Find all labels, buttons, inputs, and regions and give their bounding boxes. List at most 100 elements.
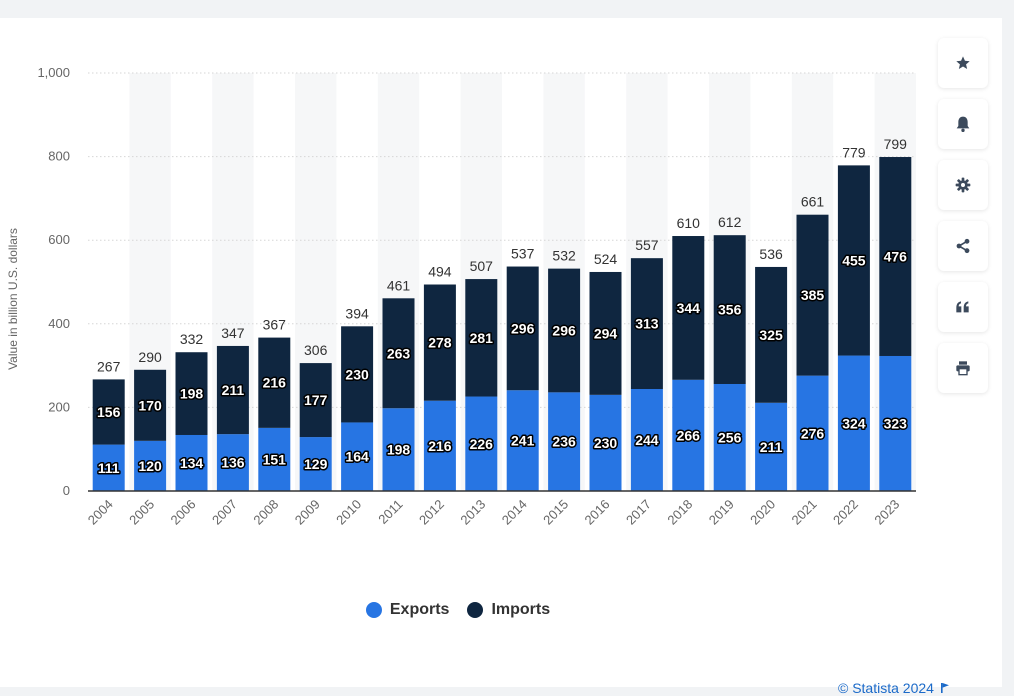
chart-card: 0 200 400 600 800 1,000 111 156 267 2004 120 170 290… [0,18,1002,696]
data-label-total: 367 [263,317,287,333]
y-tick-label: 200 [48,399,70,414]
data-label-total: 799 [884,136,908,152]
bar-exports [630,389,663,491]
bar-imports [134,369,167,441]
bar-imports [630,258,663,390]
print-button[interactable] [938,343,988,393]
data-label-exports: 324 [842,415,866,431]
data-label-exports: 111 [98,460,120,476]
data-label-imports: 216 [263,375,287,391]
bar-exports [837,355,870,491]
data-label-total: 537 [511,246,535,262]
bar-exports [216,434,249,491]
x-tick-label: 2004 [85,497,116,528]
data-label-imports: 296 [552,322,576,338]
data-label-exports: 136 [221,455,245,471]
data-label-total: 524 [594,251,618,267]
bar-imports [755,266,788,403]
quote-icon [956,301,969,313]
data-label-imports: 170 [138,397,162,413]
data-label-exports: 164 [345,449,369,465]
bar-exports [506,390,539,491]
stacked-bar-chart: 0 200 400 600 800 1,000 111 156 267 2004 120 170 290… [37,65,916,528]
bar-imports [92,379,125,445]
data-label-imports: 356 [718,302,742,318]
data-label-imports: 278 [428,335,452,351]
y-tick-label: 800 [48,149,70,164]
bar-exports [589,394,622,491]
data-label-imports: 177 [304,392,328,408]
bar-imports [258,337,291,428]
data-label-imports: 263 [387,345,411,361]
data-label-exports: 134 [180,455,204,471]
data-label-total: 661 [801,194,825,210]
data-label-total: 461 [387,277,411,293]
statista-credit-link[interactable]: © Statista 2024 [838,680,950,696]
print-icon [956,361,970,376]
bar-exports [879,355,912,491]
bar-imports [879,157,912,356]
data-label-exports: 323 [884,415,908,431]
share-icon [956,238,970,254]
data-label-total: 267 [97,358,121,374]
bar-imports [175,352,208,435]
x-tick-label: 2011 [375,497,405,527]
data-label-exports: 216 [428,438,452,454]
data-label-imports: 313 [635,316,659,332]
legend: Exports Imports [0,601,916,619]
bar-imports [672,236,705,380]
bar-exports [92,444,125,491]
x-tick-label: 2005 [126,497,157,528]
data-label-imports: 281 [470,330,494,346]
x-tick-label: 2009 [292,497,323,528]
bar-exports [134,440,167,491]
notification-button[interactable] [938,99,988,149]
cite-button[interactable] [938,282,988,332]
bar-imports [713,235,746,384]
bar-exports [175,434,208,491]
bar-exports [672,379,705,491]
bar-exports [341,422,374,491]
x-tick-label: 2017 [623,497,654,528]
x-tick-label: 2023 [871,497,902,528]
data-label-total: 494 [428,264,452,280]
favorite-button[interactable] [938,38,988,88]
y-tick-label: 1,000 [37,65,70,80]
data-label-imports: 296 [511,320,535,336]
legend-item-imports[interactable]: Imports [467,601,550,619]
bar-imports [796,214,829,376]
data-label-total: 557 [635,237,659,253]
data-label-total: 347 [221,325,245,341]
bar-imports [382,298,415,409]
data-label-exports: 198 [387,442,411,458]
data-label-imports: 156 [97,404,121,420]
bar-exports [258,427,291,491]
y-tick-label: 400 [48,316,70,331]
bar-exports [713,383,746,491]
x-tick-label: 2016 [582,497,613,528]
gear-icon [955,177,971,193]
settings-button[interactable] [938,160,988,210]
bar-exports [423,400,456,491]
bell-icon [956,116,970,132]
data-label-imports: 211 [222,382,245,398]
bar-exports [796,375,829,491]
y-tick-label: 600 [48,232,70,247]
data-label-total: 306 [304,342,328,358]
bar-exports [548,392,581,491]
x-tick-label: 2015 [540,497,571,528]
data-label-imports: 294 [594,325,618,341]
share-button[interactable] [938,221,988,271]
bar-imports [341,326,374,423]
bar-imports [465,279,498,397]
data-label-exports: 120 [138,458,162,474]
data-label-total: 394 [345,305,369,321]
x-tick-label: 2022 [830,497,861,528]
flag-icon [940,683,949,693]
data-label-exports: 151 [263,451,287,467]
data-label-total: 332 [180,331,204,347]
star-icon [956,56,970,69]
legend-swatch-imports [467,602,484,618]
x-tick-label: 2021 [789,497,820,528]
legend-item-exports[interactable]: Exports [365,601,449,619]
